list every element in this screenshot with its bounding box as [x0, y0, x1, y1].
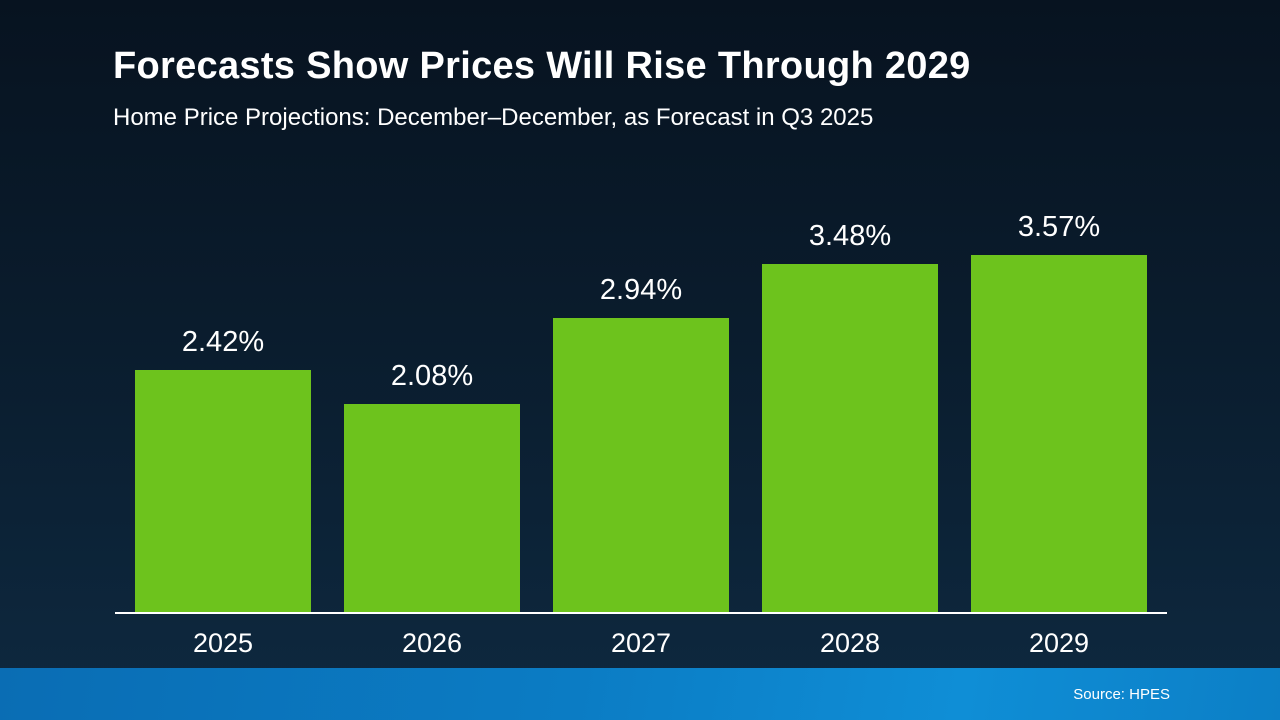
bar: [553, 318, 729, 612]
x-axis-label: 2026: [401, 628, 463, 658]
footer-bar: Source: HPES: [0, 668, 1280, 720]
x-axis-baseline: [115, 612, 1167, 614]
chart-title: Forecasts Show Prices Will Rise Through …: [113, 45, 971, 87]
bar-group-2026: 2.08%: [344, 360, 520, 612]
x-axis-labels: 2025 2026 2027 2028 2029: [135, 628, 1147, 659]
x-axis-label: 2025: [192, 628, 254, 658]
bar: [762, 264, 938, 612]
bar-group-2029: 3.57%: [971, 211, 1147, 612]
x-axis-label: 2027: [610, 628, 672, 658]
bar-group-2028: 3.48%: [762, 220, 938, 612]
bar-value-label: 2.94%: [599, 274, 683, 306]
bar-group-2025: 2.42%: [135, 326, 311, 612]
chart-subtitle: Home Price Projections: December–Decembe…: [113, 103, 874, 131]
x-axis-label: 2029: [1028, 628, 1090, 658]
source-label: Source: HPES: [1073, 685, 1170, 703]
bar-value-label: 3.48%: [808, 220, 892, 252]
bar-value-label: 3.57%: [1017, 211, 1101, 243]
bar: [344, 404, 520, 612]
x-axis-label: 2028: [819, 628, 881, 658]
chart-header: Forecasts Show Prices Will Rise Through …: [113, 45, 971, 132]
bar-value-label: 2.08%: [390, 360, 474, 392]
bars-container: 2.42% 2.08% 2.94% 3.48% 3.57%: [135, 211, 1147, 612]
bar: [971, 255, 1147, 612]
bar-group-2027: 2.94%: [553, 274, 729, 612]
bar-value-label: 2.42%: [181, 326, 265, 358]
bar: [135, 370, 311, 612]
